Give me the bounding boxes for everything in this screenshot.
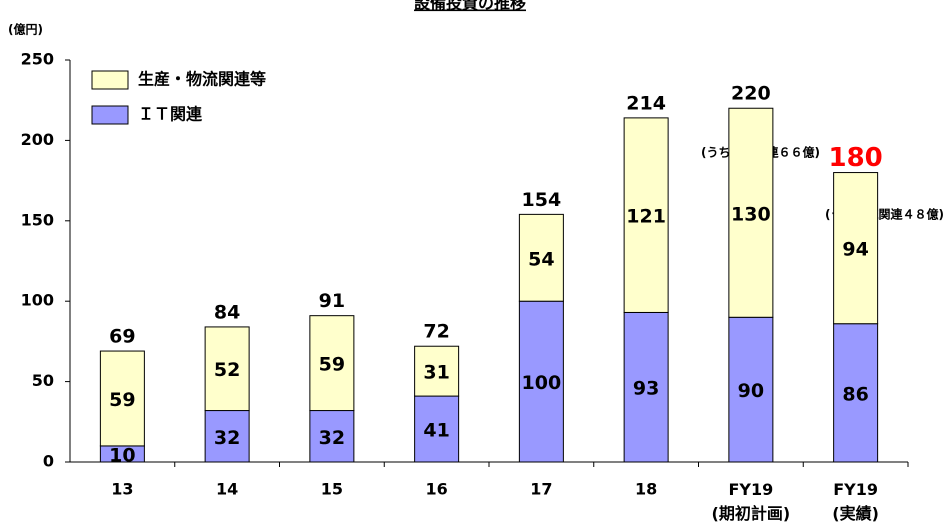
total-label: 69 xyxy=(109,326,135,348)
legend-label: ＩＴ関連 xyxy=(138,105,203,124)
total-label: 214 xyxy=(626,92,666,114)
value-label: 94 xyxy=(842,239,868,261)
value-label: 52 xyxy=(214,359,240,381)
value-label: 130 xyxy=(731,203,771,225)
bar-segment xyxy=(414,395,460,463)
bar-segment xyxy=(204,326,250,412)
x-tick-label: FY19 (期初計画) xyxy=(712,480,791,522)
bar-segment xyxy=(309,315,355,412)
y-tick-label: 150 xyxy=(21,210,54,229)
bar-segment xyxy=(623,117,669,313)
total-label: 91 xyxy=(319,290,345,312)
bar-segment xyxy=(833,323,879,463)
value-label: 59 xyxy=(319,354,345,376)
bar-segment xyxy=(99,350,145,447)
y-tick-label: 250 xyxy=(21,50,54,69)
y-tick-label: 200 xyxy=(21,130,54,149)
value-label: 59 xyxy=(109,389,135,411)
total-label: 220 xyxy=(731,83,771,105)
bar-segment xyxy=(518,300,564,463)
y-tick-label: 100 xyxy=(21,291,54,310)
bar-segment xyxy=(518,213,564,302)
legend-swatch xyxy=(91,105,129,125)
x-tick-label: 17 xyxy=(530,480,552,499)
bar-segment xyxy=(414,345,460,397)
bar-segment xyxy=(728,316,774,463)
value-label: 31 xyxy=(423,362,449,384)
total-label: 84 xyxy=(214,301,240,323)
value-label: 93 xyxy=(633,378,659,400)
legend-swatch xyxy=(91,70,129,90)
legend-label: 生産・物流関連等 xyxy=(138,70,266,89)
total-label: 154 xyxy=(522,189,562,211)
chart-title: 設備投資の推移 xyxy=(414,0,526,13)
x-tick-label: 16 xyxy=(425,480,447,499)
x-tick-label: FY19 (実績) xyxy=(832,480,879,522)
value-label: 90 xyxy=(738,380,764,402)
total-label: 180 xyxy=(828,143,882,173)
value-label: 121 xyxy=(626,206,666,228)
total-label: 72 xyxy=(423,321,449,343)
bar-segment xyxy=(309,410,355,463)
x-tick-label: 13 xyxy=(111,480,133,499)
y-axis-label: (億円) xyxy=(8,22,43,37)
x-tick-label: 14 xyxy=(216,480,238,499)
value-label: 100 xyxy=(522,372,562,394)
value-label: 32 xyxy=(214,427,240,449)
value-label: 10 xyxy=(109,444,135,466)
value-label: 41 xyxy=(423,420,449,442)
y-tick-label: 0 xyxy=(43,452,54,471)
value-label: 54 xyxy=(528,248,554,270)
bar-segment xyxy=(833,172,879,325)
bar-segment xyxy=(623,311,669,463)
value-label: 86 xyxy=(842,383,868,405)
bar-segment xyxy=(728,107,774,318)
x-tick-label: 18 xyxy=(635,480,657,499)
x-tick-label: 15 xyxy=(321,480,343,499)
y-tick-label: 50 xyxy=(32,371,54,390)
value-label: 32 xyxy=(319,427,345,449)
